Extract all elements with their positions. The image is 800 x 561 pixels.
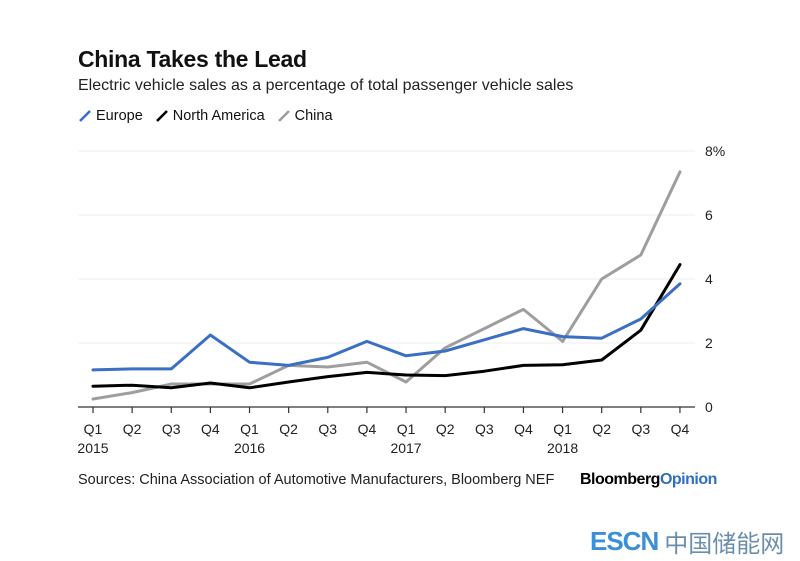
y-tick-label: 2 (705, 335, 713, 351)
x-tick-label-year: 2016 (234, 440, 265, 456)
x-tick-label-year: 2017 (390, 440, 421, 456)
y-tick-label: 4 (705, 271, 713, 287)
legend-label-europe: Europe (96, 108, 143, 124)
x-tick-labels: Q1 2015 Q2 Q3 Q4 Q1 2016 Q2 Q3 Q4 Q1 2017 Q2 Q3 Q4 Q1 20… (77, 421, 689, 456)
x-tick-label-quarter: Q3 (162, 421, 181, 437)
x-tick-label-year: 2018 (547, 440, 578, 456)
x-tick-label-quarter: Q2 (279, 421, 298, 437)
x-axis (78, 406, 695, 413)
x-tick-label-quarter: Q1 (397, 421, 416, 437)
legend-swatch-north-america-icon (155, 110, 168, 122)
x-tick-label-quarter: Q3 (318, 421, 337, 437)
y-tick-label: 6 (705, 207, 713, 223)
x-tick-label-quarter: Q2 (436, 421, 455, 437)
x-tick-label-quarter: Q3 (475, 421, 494, 437)
chart-title: China Takes the Lead (78, 46, 307, 72)
x-tick-label-quarter: Q4 (201, 421, 220, 437)
series-lines (91, 170, 682, 401)
y-tick-label: 8% (705, 143, 725, 159)
watermark-chinese: 中国储能网 (664, 531, 785, 558)
x-tick-label-quarter: Q4 (514, 421, 533, 437)
bloomberg-opinion-logo: BloombergOpinion (580, 471, 717, 489)
watermark-latin: ESCN (590, 526, 659, 556)
legend-item-europe: Europe (78, 108, 143, 124)
sources-note: Sources: China Association of Automotive… (78, 472, 555, 488)
brand-opinion: Opinion (659, 471, 717, 488)
legend: Europe North America China (78, 108, 333, 124)
x-tick-label-quarter: Q1 (553, 421, 572, 437)
x-tick-label-quarter: Q3 (631, 421, 650, 437)
brand-bloomberg: Bloomberg (580, 471, 660, 488)
escn-watermark: ESCN 中国储能网 (590, 524, 784, 559)
legend-label-north-america: North America (172, 108, 265, 124)
series-line-europe (91, 282, 682, 372)
legend-swatch-china-icon (277, 110, 290, 122)
x-tick-label-quarter: Q4 (358, 421, 377, 437)
y-tick-label: 0 (705, 399, 713, 415)
chart-subtitle: Electric vehicle sales as a percentage o… (78, 77, 574, 94)
gridlines (78, 150, 695, 344)
x-tick-label-quarter: Q1 (240, 421, 259, 437)
legend-item-china: China (277, 108, 333, 124)
x-tick-label-quarter: Q2 (123, 421, 142, 437)
series-line-north-america (91, 263, 682, 390)
legend-label-china: China (294, 108, 333, 124)
x-tick-label-quarter: Q1 (84, 421, 103, 437)
legend-item-north-america: North America (155, 108, 265, 124)
y-axis: 0 2 4 6 8% (705, 143, 725, 415)
series-line-china (91, 170, 682, 401)
x-tick-label-year: 2015 (77, 440, 108, 456)
x-tick-label-quarter: Q4 (671, 421, 690, 437)
legend-swatch-europe-icon (79, 110, 91, 122)
x-tick-label-quarter: Q2 (592, 421, 611, 437)
